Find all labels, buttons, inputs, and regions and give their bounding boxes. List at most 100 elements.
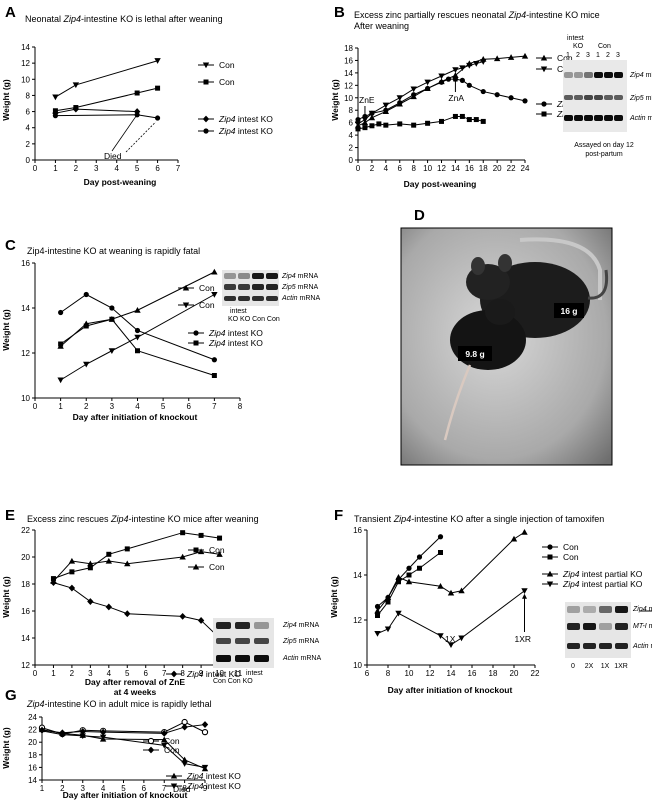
- data-point: [521, 529, 528, 535]
- blot-band: [238, 284, 250, 290]
- data-point: [58, 309, 64, 316]
- x-tick-label: 5: [125, 669, 130, 678]
- data-point: [385, 599, 391, 605]
- blot-band: [574, 115, 583, 121]
- data-point: [493, 55, 501, 62]
- blot-band: [584, 95, 593, 100]
- data-point: [197, 548, 205, 555]
- data-point: [362, 125, 368, 131]
- blot-band: [574, 72, 583, 78]
- blot-lane-label: KO KO Con Con: [228, 316, 280, 323]
- x-tick-label: 1: [40, 784, 45, 793]
- legend-marker: [170, 670, 178, 678]
- data-point: [108, 348, 116, 354]
- data-point: [181, 723, 188, 731]
- data-point: [161, 729, 168, 737]
- data-point: [374, 607, 381, 614]
- annotations: 1X 1XR: [445, 593, 531, 644]
- data-point: [201, 728, 209, 736]
- panel-letter: F: [334, 507, 343, 524]
- data-point: [459, 77, 465, 83]
- panel-letter: E: [5, 507, 15, 524]
- legend-label: Con: [164, 745, 180, 755]
- annotations: Died: [173, 784, 191, 794]
- y-tick-label: 12: [353, 616, 362, 625]
- data-point: [211, 291, 218, 298]
- data-point: [424, 79, 431, 86]
- x-tick-label: 1: [58, 402, 63, 411]
- panel-C: C Zip4-intestine KO at weaning is rapidly…: [1, 237, 320, 422]
- legend-marker: [203, 79, 209, 85]
- blot-band: [614, 95, 623, 100]
- blot-band: [567, 623, 580, 630]
- data-point: [438, 79, 445, 85]
- x-tick-label: 18: [489, 669, 498, 678]
- data-point: [355, 116, 361, 123]
- data-point: [411, 92, 417, 98]
- blot-band: [216, 638, 231, 644]
- x-axis-label: Day after initiation of knockout: [63, 790, 188, 800]
- legend-label: Con: [563, 542, 579, 552]
- blot-lane-label: 2X: [585, 663, 594, 670]
- panel-title: Zip4-intestine KO in adult mice is rapid…: [26, 699, 212, 709]
- data-point: [458, 635, 465, 642]
- data-point: [395, 574, 402, 580]
- data-point: [383, 107, 389, 113]
- y-tick-label: 24: [28, 713, 37, 722]
- data-point: [52, 94, 59, 101]
- panel-title: Transient Zip4-intestine KO after a sing…: [354, 514, 604, 524]
- blot-band: [599, 606, 612, 613]
- data-point: [480, 59, 487, 65]
- x-tick-label: 2: [70, 669, 75, 678]
- data-point: [181, 761, 188, 767]
- data-point: [58, 341, 64, 347]
- series-1: [57, 291, 218, 384]
- blot-band: [604, 95, 613, 100]
- blot-band: [583, 623, 596, 630]
- blot-lane-label: 0: [571, 663, 575, 670]
- zna-label: ZnA: [448, 93, 464, 103]
- blot-band: [615, 643, 628, 649]
- blot-row-label: Actin mRNA: [282, 655, 321, 662]
- series-3: [52, 112, 161, 121]
- x-tick-label: 7: [212, 402, 217, 411]
- x-tick-label: 1: [53, 164, 58, 173]
- y-tick-label: 8: [26, 91, 31, 100]
- legend-label: Zip4 intest KO: [208, 338, 263, 348]
- series-2: [355, 76, 528, 123]
- panel-letter: G: [5, 687, 17, 704]
- legend-label: Zip4 intest KO: [186, 771, 241, 781]
- data-point: [154, 58, 161, 64]
- data-point: [368, 114, 376, 121]
- series-line: [60, 318, 215, 376]
- series-0: [354, 52, 529, 129]
- blot-lane-label: 1: [596, 52, 600, 59]
- data-point: [161, 736, 168, 743]
- annotations: Died: [104, 114, 156, 161]
- legend-label: Con: [563, 552, 579, 562]
- data-point: [38, 728, 46, 735]
- data-point: [180, 530, 186, 536]
- blot-band: [567, 606, 580, 613]
- x-tick-label: 8: [386, 669, 391, 678]
- data-point: [406, 565, 412, 571]
- blot-header: Con: [598, 43, 611, 50]
- data-point: [87, 598, 94, 605]
- data-point: [57, 377, 64, 384]
- data-point: [376, 121, 382, 127]
- data-point: [374, 603, 381, 610]
- data-point: [417, 565, 422, 571]
- panel-title-line2: After weaning: [354, 21, 409, 31]
- data-point: [99, 728, 107, 736]
- data-point: [397, 100, 403, 106]
- panel-title: Neonatal Zip4-intestine KO is lethal aft…: [25, 14, 223, 24]
- y-tick-label: 16: [353, 526, 362, 535]
- zne-arrowhead: [362, 117, 368, 123]
- x-tick-label: 8: [182, 784, 187, 793]
- panel-A: A Neonatal Zip4-intestine KO is lethal af…: [1, 4, 273, 187]
- blot-band: [252, 296, 264, 301]
- legend-marker: [170, 772, 178, 779]
- legend-marker: [203, 128, 209, 134]
- data-point: [438, 550, 443, 555]
